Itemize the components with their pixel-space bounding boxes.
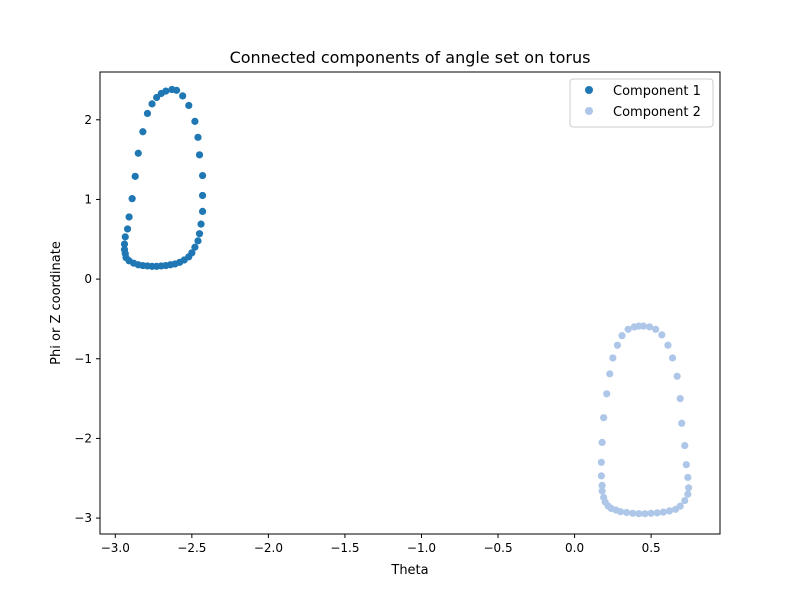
y-tick-label: −3 bbox=[74, 511, 92, 525]
data-point bbox=[682, 461, 690, 469]
data-point bbox=[684, 473, 692, 482]
legend-marker-component-1 bbox=[585, 86, 593, 94]
data-point bbox=[600, 414, 608, 422]
data-point bbox=[121, 233, 129, 241]
data-point bbox=[641, 510, 649, 518]
data-point bbox=[600, 493, 608, 501]
plot-area bbox=[120, 85, 693, 518]
data-point bbox=[139, 128, 147, 136]
data-point bbox=[120, 240, 129, 248]
data-point bbox=[624, 325, 632, 333]
data-point bbox=[672, 505, 680, 513]
data-point bbox=[668, 354, 677, 362]
data-point bbox=[143, 109, 152, 118]
data-point bbox=[609, 354, 617, 362]
data-point bbox=[131, 172, 139, 180]
axes-frame bbox=[99, 71, 721, 535]
legend-box bbox=[569, 78, 714, 128]
data-point bbox=[195, 230, 204, 238]
data-point bbox=[652, 325, 660, 333]
data-point bbox=[635, 510, 643, 518]
data-point bbox=[645, 323, 654, 331]
data-point bbox=[635, 322, 643, 330]
data-point bbox=[198, 171, 207, 180]
data-point bbox=[665, 507, 674, 515]
axes bbox=[99, 71, 721, 535]
data-point bbox=[658, 331, 666, 339]
data-point bbox=[162, 87, 170, 95]
data-point bbox=[120, 246, 129, 254]
series-component-1 bbox=[120, 85, 207, 270]
data-point bbox=[659, 508, 667, 516]
y-tick-label: 1 bbox=[84, 192, 92, 206]
legend-marker-component-2 bbox=[585, 107, 593, 115]
data-point bbox=[647, 509, 655, 517]
data-point bbox=[623, 508, 631, 517]
data-point bbox=[598, 487, 606, 495]
y-tick-label: −2 bbox=[74, 431, 92, 445]
data-point bbox=[618, 332, 626, 340]
data-point bbox=[598, 438, 606, 446]
data-point bbox=[179, 92, 187, 100]
data-point bbox=[676, 394, 684, 403]
data-point bbox=[681, 496, 689, 505]
chart-title: Connected components of angle set on tor… bbox=[230, 48, 591, 67]
x-axis-label: Theta bbox=[390, 563, 428, 578]
data-point bbox=[195, 151, 204, 159]
x-tick-label: 0.5 bbox=[642, 541, 661, 555]
data-point bbox=[125, 213, 133, 221]
data-point bbox=[629, 509, 637, 517]
y-axis-ticks: 2 1 0 −1 −2 −3 bbox=[74, 113, 100, 525]
series-component-2 bbox=[597, 322, 693, 518]
x-tick-label: −3.0 bbox=[101, 541, 130, 555]
data-point bbox=[197, 220, 205, 228]
data-point bbox=[172, 86, 181, 94]
legend: Component 1 Component 2 bbox=[569, 78, 714, 128]
x-tick-label: −1.5 bbox=[330, 541, 359, 555]
data-point bbox=[123, 225, 132, 233]
data-point bbox=[148, 100, 156, 108]
y-tick-label: 0 bbox=[84, 272, 92, 286]
data-point bbox=[191, 117, 199, 125]
y-axis-label: Phi or Z coordinate bbox=[49, 241, 64, 365]
x-tick-label: −2.0 bbox=[254, 541, 283, 555]
data-point bbox=[603, 390, 611, 398]
data-point bbox=[664, 341, 672, 349]
y-tick-label: 2 bbox=[84, 113, 92, 127]
legend-label-component-2: Component 2 bbox=[613, 105, 701, 120]
x-tick-label: −0.5 bbox=[483, 541, 512, 555]
data-point bbox=[681, 441, 689, 450]
x-tick-label: −1.0 bbox=[407, 541, 436, 555]
y-tick-label: −1 bbox=[74, 352, 92, 366]
data-point bbox=[598, 481, 606, 490]
data-point bbox=[128, 195, 136, 203]
data-point bbox=[678, 419, 686, 427]
data-point bbox=[198, 207, 207, 215]
x-tick-label: −2.5 bbox=[177, 541, 206, 555]
data-point bbox=[597, 458, 605, 466]
data-point bbox=[597, 472, 605, 480]
data-point bbox=[673, 372, 681, 380]
data-point bbox=[685, 484, 693, 492]
data-point bbox=[198, 191, 207, 200]
x-tick-label: 0.0 bbox=[565, 541, 584, 555]
data-point bbox=[194, 133, 202, 141]
data-point bbox=[134, 149, 142, 157]
data-point bbox=[185, 101, 193, 110]
x-axis-ticks: −3.0 −2.5 −2.0 −1.5 −1.0 −0.5 0.0 0.5 bbox=[101, 534, 661, 555]
data-point bbox=[653, 509, 661, 517]
data-point bbox=[191, 243, 199, 251]
data-point bbox=[194, 237, 202, 245]
legend-label-component-1: Component 1 bbox=[613, 84, 701, 99]
data-point bbox=[613, 341, 622, 349]
data-point bbox=[606, 370, 614, 378]
data-point bbox=[684, 490, 692, 498]
